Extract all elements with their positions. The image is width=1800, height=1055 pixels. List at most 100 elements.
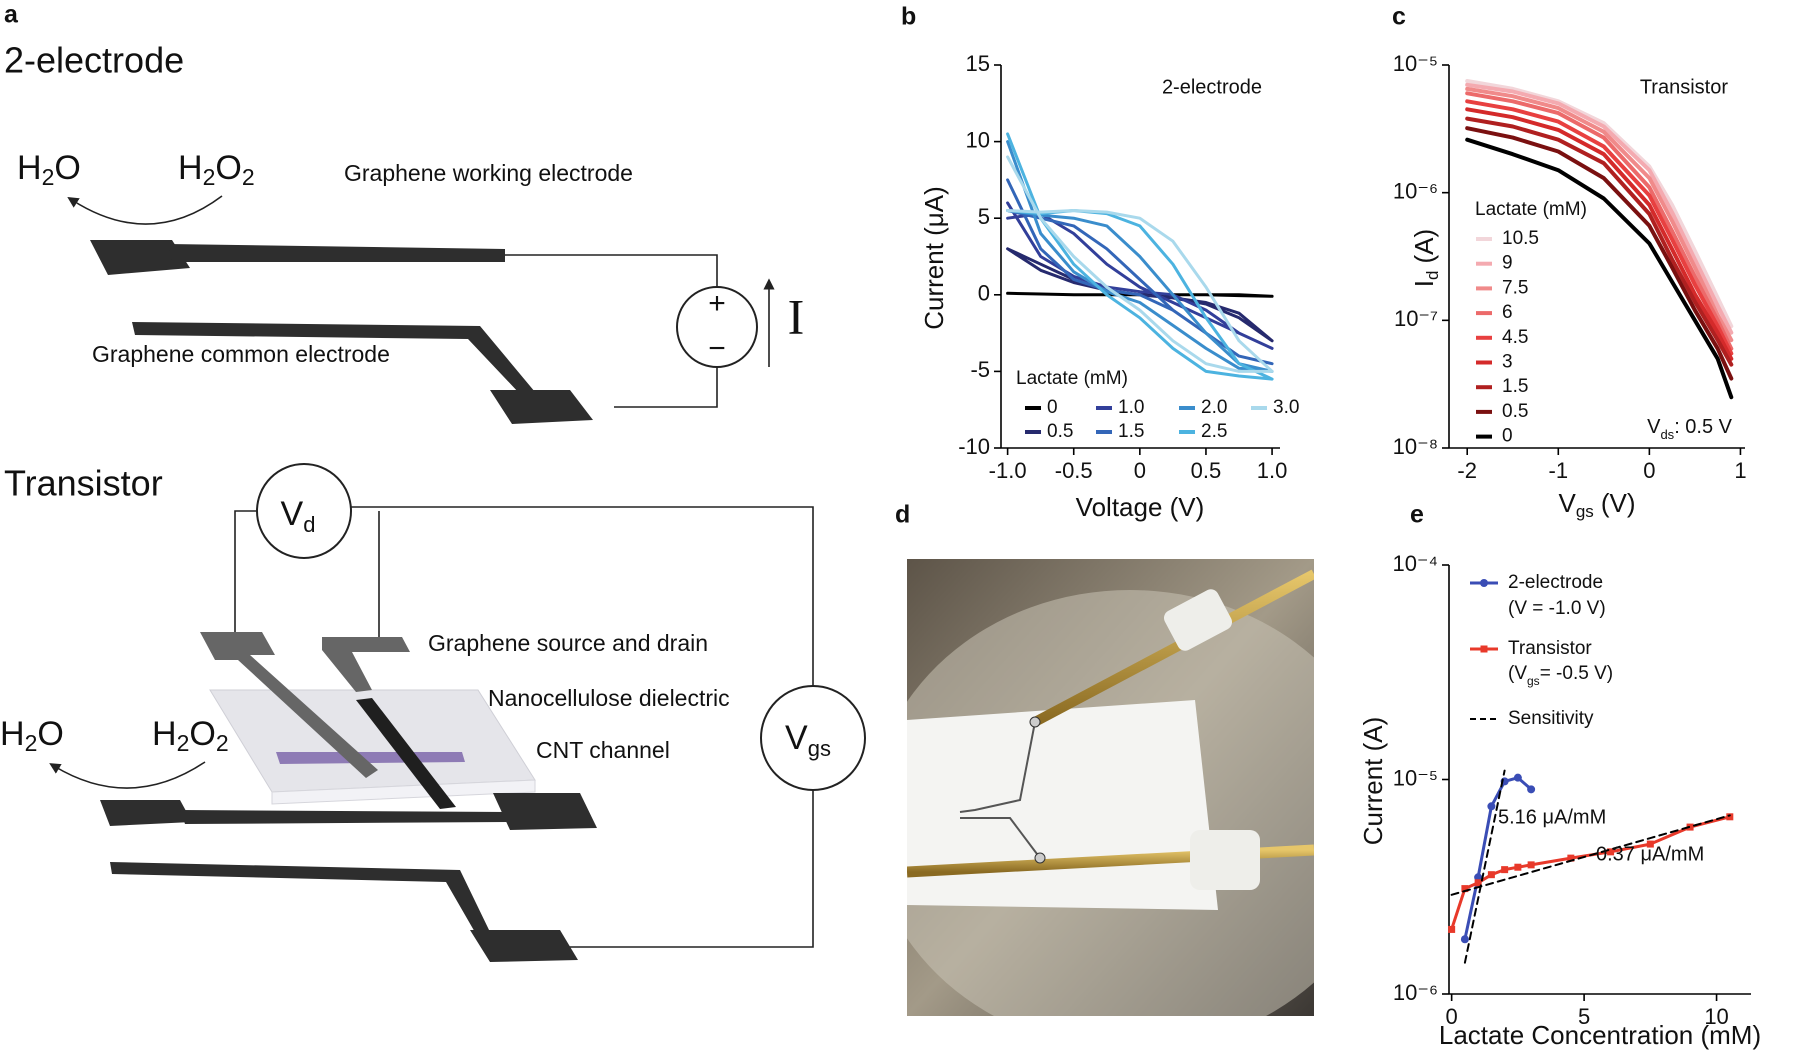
x-tick-label: -1.0 xyxy=(989,458,1027,483)
series-line xyxy=(1465,79,1734,329)
electrode-strip xyxy=(180,810,510,824)
source-electrode xyxy=(200,632,378,778)
point xyxy=(1487,802,1496,811)
text-part: V xyxy=(281,495,304,533)
point xyxy=(1474,879,1482,887)
y-tick-label: 10⁻⁵ xyxy=(1393,765,1438,790)
text-part: H xyxy=(17,149,42,187)
text-part: 2 xyxy=(242,164,255,190)
electrode-pad xyxy=(470,930,578,962)
electrode-trace xyxy=(960,817,1041,859)
text-part: H xyxy=(152,715,177,753)
point xyxy=(1527,861,1535,869)
x-tick-label: -1 xyxy=(1549,458,1569,483)
point xyxy=(1461,885,1469,893)
series-line xyxy=(1465,91,1734,351)
legend-label: Transistor xyxy=(1508,638,1592,659)
electrode-strip xyxy=(168,244,505,262)
legend-label: 9 xyxy=(1502,253,1513,274)
series-line xyxy=(1465,107,1734,361)
plus-sign: + xyxy=(708,287,726,320)
y-tick-label: 10⁻⁶ xyxy=(1393,980,1438,1005)
h2o2-label: H2O2 xyxy=(152,715,229,756)
text-part: 2 xyxy=(203,164,216,190)
point xyxy=(1513,773,1522,782)
probe-tip xyxy=(1029,716,1041,728)
text-part: gs xyxy=(808,736,831,761)
legend-label: 7.5 xyxy=(1502,277,1528,298)
probe-clip xyxy=(1164,589,1232,651)
legend-note: (Vgs= -0.5 V) xyxy=(1508,663,1613,688)
wire xyxy=(505,254,718,287)
text-part: O xyxy=(37,715,63,753)
legend-label: 2-electrode xyxy=(1508,572,1603,593)
y-tick-label: -5 xyxy=(970,357,990,382)
probe-tip xyxy=(1034,852,1046,864)
probe-rod xyxy=(1030,569,1314,728)
component-label: CNT channel xyxy=(536,737,670,763)
legend-note-part: gs xyxy=(1527,674,1540,688)
text-part: d xyxy=(303,512,315,537)
x-axis-title-part: (V) xyxy=(1601,488,1636,518)
wire xyxy=(614,367,718,408)
text-part: O xyxy=(54,149,80,187)
legend-note: (V = -1.0 V) xyxy=(1508,598,1606,619)
x-tick-label: 10 xyxy=(1704,1004,1728,1029)
x-axis-title: Vgs (V) xyxy=(1559,488,1636,522)
legend-label: 1.5 xyxy=(1118,421,1144,442)
legend-label: 10.5 xyxy=(1502,228,1539,249)
component-label: Nanocellulose dielectric xyxy=(488,685,730,711)
annotation: Vds: 0.5 V xyxy=(1647,416,1733,442)
legend-label: 3 xyxy=(1502,352,1513,373)
panel-label: b xyxy=(901,3,916,31)
legend-label: 0.5 xyxy=(1047,421,1073,442)
panel-label: e xyxy=(1410,501,1424,529)
electrode-pad xyxy=(493,793,597,830)
x-tick-label: 5 xyxy=(1578,1004,1590,1029)
point xyxy=(1487,871,1495,879)
point xyxy=(1514,863,1522,871)
current-label: I xyxy=(788,288,805,344)
text-part: 2 xyxy=(177,730,190,756)
point xyxy=(1726,813,1734,821)
y-axis-title: Current (μA) xyxy=(919,186,949,330)
series-line xyxy=(1465,82,1734,335)
electrode-strip xyxy=(110,862,490,934)
minus-sign: − xyxy=(708,332,726,365)
x-axis-title: Voltage (V) xyxy=(1076,492,1205,522)
wire xyxy=(351,506,814,686)
annotation: 5.16 μA/mM xyxy=(1498,806,1606,828)
y-tick-label: 0 xyxy=(978,281,990,306)
y-axis-title-part: (A) xyxy=(1409,229,1439,264)
text-part: V xyxy=(785,719,808,757)
legend-label: 0 xyxy=(1047,397,1058,418)
legend-note-part: = -0.5 V) xyxy=(1540,663,1613,684)
legend-marker xyxy=(1480,645,1488,653)
electrode-label: Graphene working electrode xyxy=(344,160,633,186)
legend-title: Lactate (mM) xyxy=(1475,199,1587,220)
electrode-trace xyxy=(959,721,1036,813)
wire xyxy=(563,790,814,948)
vd-label: Vd xyxy=(281,495,316,537)
two-electrode-diagram: 2-electrode H2O H2O2 Graphene working el… xyxy=(4,40,804,424)
text-part: H xyxy=(178,149,203,187)
electrode-strip xyxy=(132,322,535,394)
legend-title: Lactate (mM) xyxy=(1016,368,1128,389)
point xyxy=(1567,854,1575,862)
y-tick-label: 10⁻⁴ xyxy=(1392,551,1438,576)
point xyxy=(1527,785,1536,794)
drain-electrode xyxy=(322,637,410,692)
text-part: H xyxy=(0,715,25,753)
legend-note-part: (V xyxy=(1508,663,1527,684)
annotation-part: : 0.5 V xyxy=(1674,416,1732,438)
y-tick-label: 15 xyxy=(966,51,990,76)
y-axis-title: Current (A) xyxy=(1358,717,1388,846)
h2o2-label: H2O2 xyxy=(178,149,255,190)
device-photo xyxy=(907,559,1314,1016)
panel-label: d xyxy=(895,501,910,529)
electrode-pad xyxy=(100,800,192,826)
legend-label: 1.0 xyxy=(1118,397,1144,418)
annotation: Transistor xyxy=(1640,76,1729,98)
y-tick-label: 10⁻⁷ xyxy=(1394,306,1438,331)
series-line xyxy=(1450,769,1731,964)
